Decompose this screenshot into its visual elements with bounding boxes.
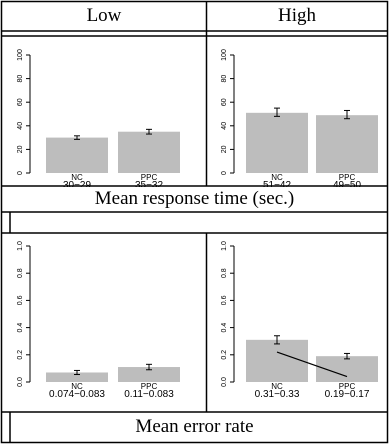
y-tick-label: 1.0 bbox=[221, 241, 228, 251]
y-tick-label: 80 bbox=[17, 75, 24, 83]
category-label: PPC bbox=[141, 382, 158, 391]
y-tick-label: 0.8 bbox=[17, 268, 24, 278]
bar-nc bbox=[246, 339, 308, 382]
y-tick-label: 80 bbox=[221, 75, 228, 83]
category-label: NC bbox=[71, 382, 83, 391]
category-sublabel: 0.11−0.083 bbox=[124, 389, 174, 400]
column-header-high: High bbox=[278, 5, 316, 26]
category-label: PPC bbox=[339, 173, 356, 182]
chart-panel-error-low: 0.0 0.2 0.4 0.6 0.8 1.0 NC0.074−0.083 PPC0.11−0… bbox=[17, 241, 180, 400]
row-label-error-rate: Mean error rate bbox=[135, 416, 254, 437]
y-tick-label: 40 bbox=[17, 122, 24, 130]
y-tick-label: 0.4 bbox=[17, 323, 24, 333]
y-tick-label: 100 bbox=[17, 49, 24, 61]
y-tick-label: 0.2 bbox=[17, 350, 24, 360]
y-tick-label: 0.4 bbox=[221, 323, 228, 333]
y-tick-label: 1.0 bbox=[17, 241, 24, 251]
y-tick-label: 0.0 bbox=[17, 377, 24, 387]
bar-nc bbox=[46, 137, 108, 173]
category-sublabel: 0.19−0.17 bbox=[325, 389, 370, 400]
y-tick-label: 60 bbox=[221, 98, 228, 106]
bar-ppc bbox=[316, 115, 378, 173]
category-label: PPC bbox=[339, 382, 356, 391]
category-label: NC bbox=[271, 173, 283, 182]
column-header-low: Low bbox=[86, 5, 122, 26]
y-tick-label: 0.6 bbox=[17, 295, 24, 305]
chart-panel-error-high: 0.0 0.2 0.4 0.6 0.8 1.0 NC0.31−0.33 PPC0.19−0.1… bbox=[221, 241, 378, 400]
category-sublabel: 0.074−0.083 bbox=[49, 389, 105, 400]
bar-nc bbox=[246, 112, 308, 173]
y-tick-label: 0.6 bbox=[221, 295, 228, 305]
y-tick-label: 0.8 bbox=[221, 268, 228, 278]
y-tick-label: 60 bbox=[17, 98, 24, 106]
trend-line bbox=[276, 351, 348, 378]
category-sublabel: 30−29 bbox=[63, 180, 92, 187]
y-tick-label: 20 bbox=[17, 145, 24, 153]
bar-nc bbox=[46, 372, 108, 382]
y-tick-label: 0.0 bbox=[221, 377, 228, 387]
category-label: PPC bbox=[141, 173, 158, 182]
bar-ppc bbox=[118, 367, 180, 382]
y-tick-label: 40 bbox=[221, 122, 228, 130]
category-sublabel: 35−32 bbox=[135, 180, 164, 187]
category-sublabel: 49−50 bbox=[333, 180, 362, 187]
category-sublabel: 51−42 bbox=[263, 180, 292, 187]
y-tick-label: 0.2 bbox=[221, 350, 228, 360]
bar-ppc bbox=[118, 131, 180, 173]
y-tick-label: 0 bbox=[17, 171, 24, 175]
y-tick-label: 20 bbox=[221, 145, 228, 153]
y-tick-label: 0 bbox=[221, 171, 228, 175]
row-label-response-time: Mean response time (sec.) bbox=[94, 188, 295, 209]
category-label: NC bbox=[71, 173, 83, 182]
category-label: NC bbox=[271, 382, 283, 391]
category-sublabel: 0.31−0.33 bbox=[255, 389, 300, 400]
y-tick-label: 100 bbox=[221, 49, 228, 61]
